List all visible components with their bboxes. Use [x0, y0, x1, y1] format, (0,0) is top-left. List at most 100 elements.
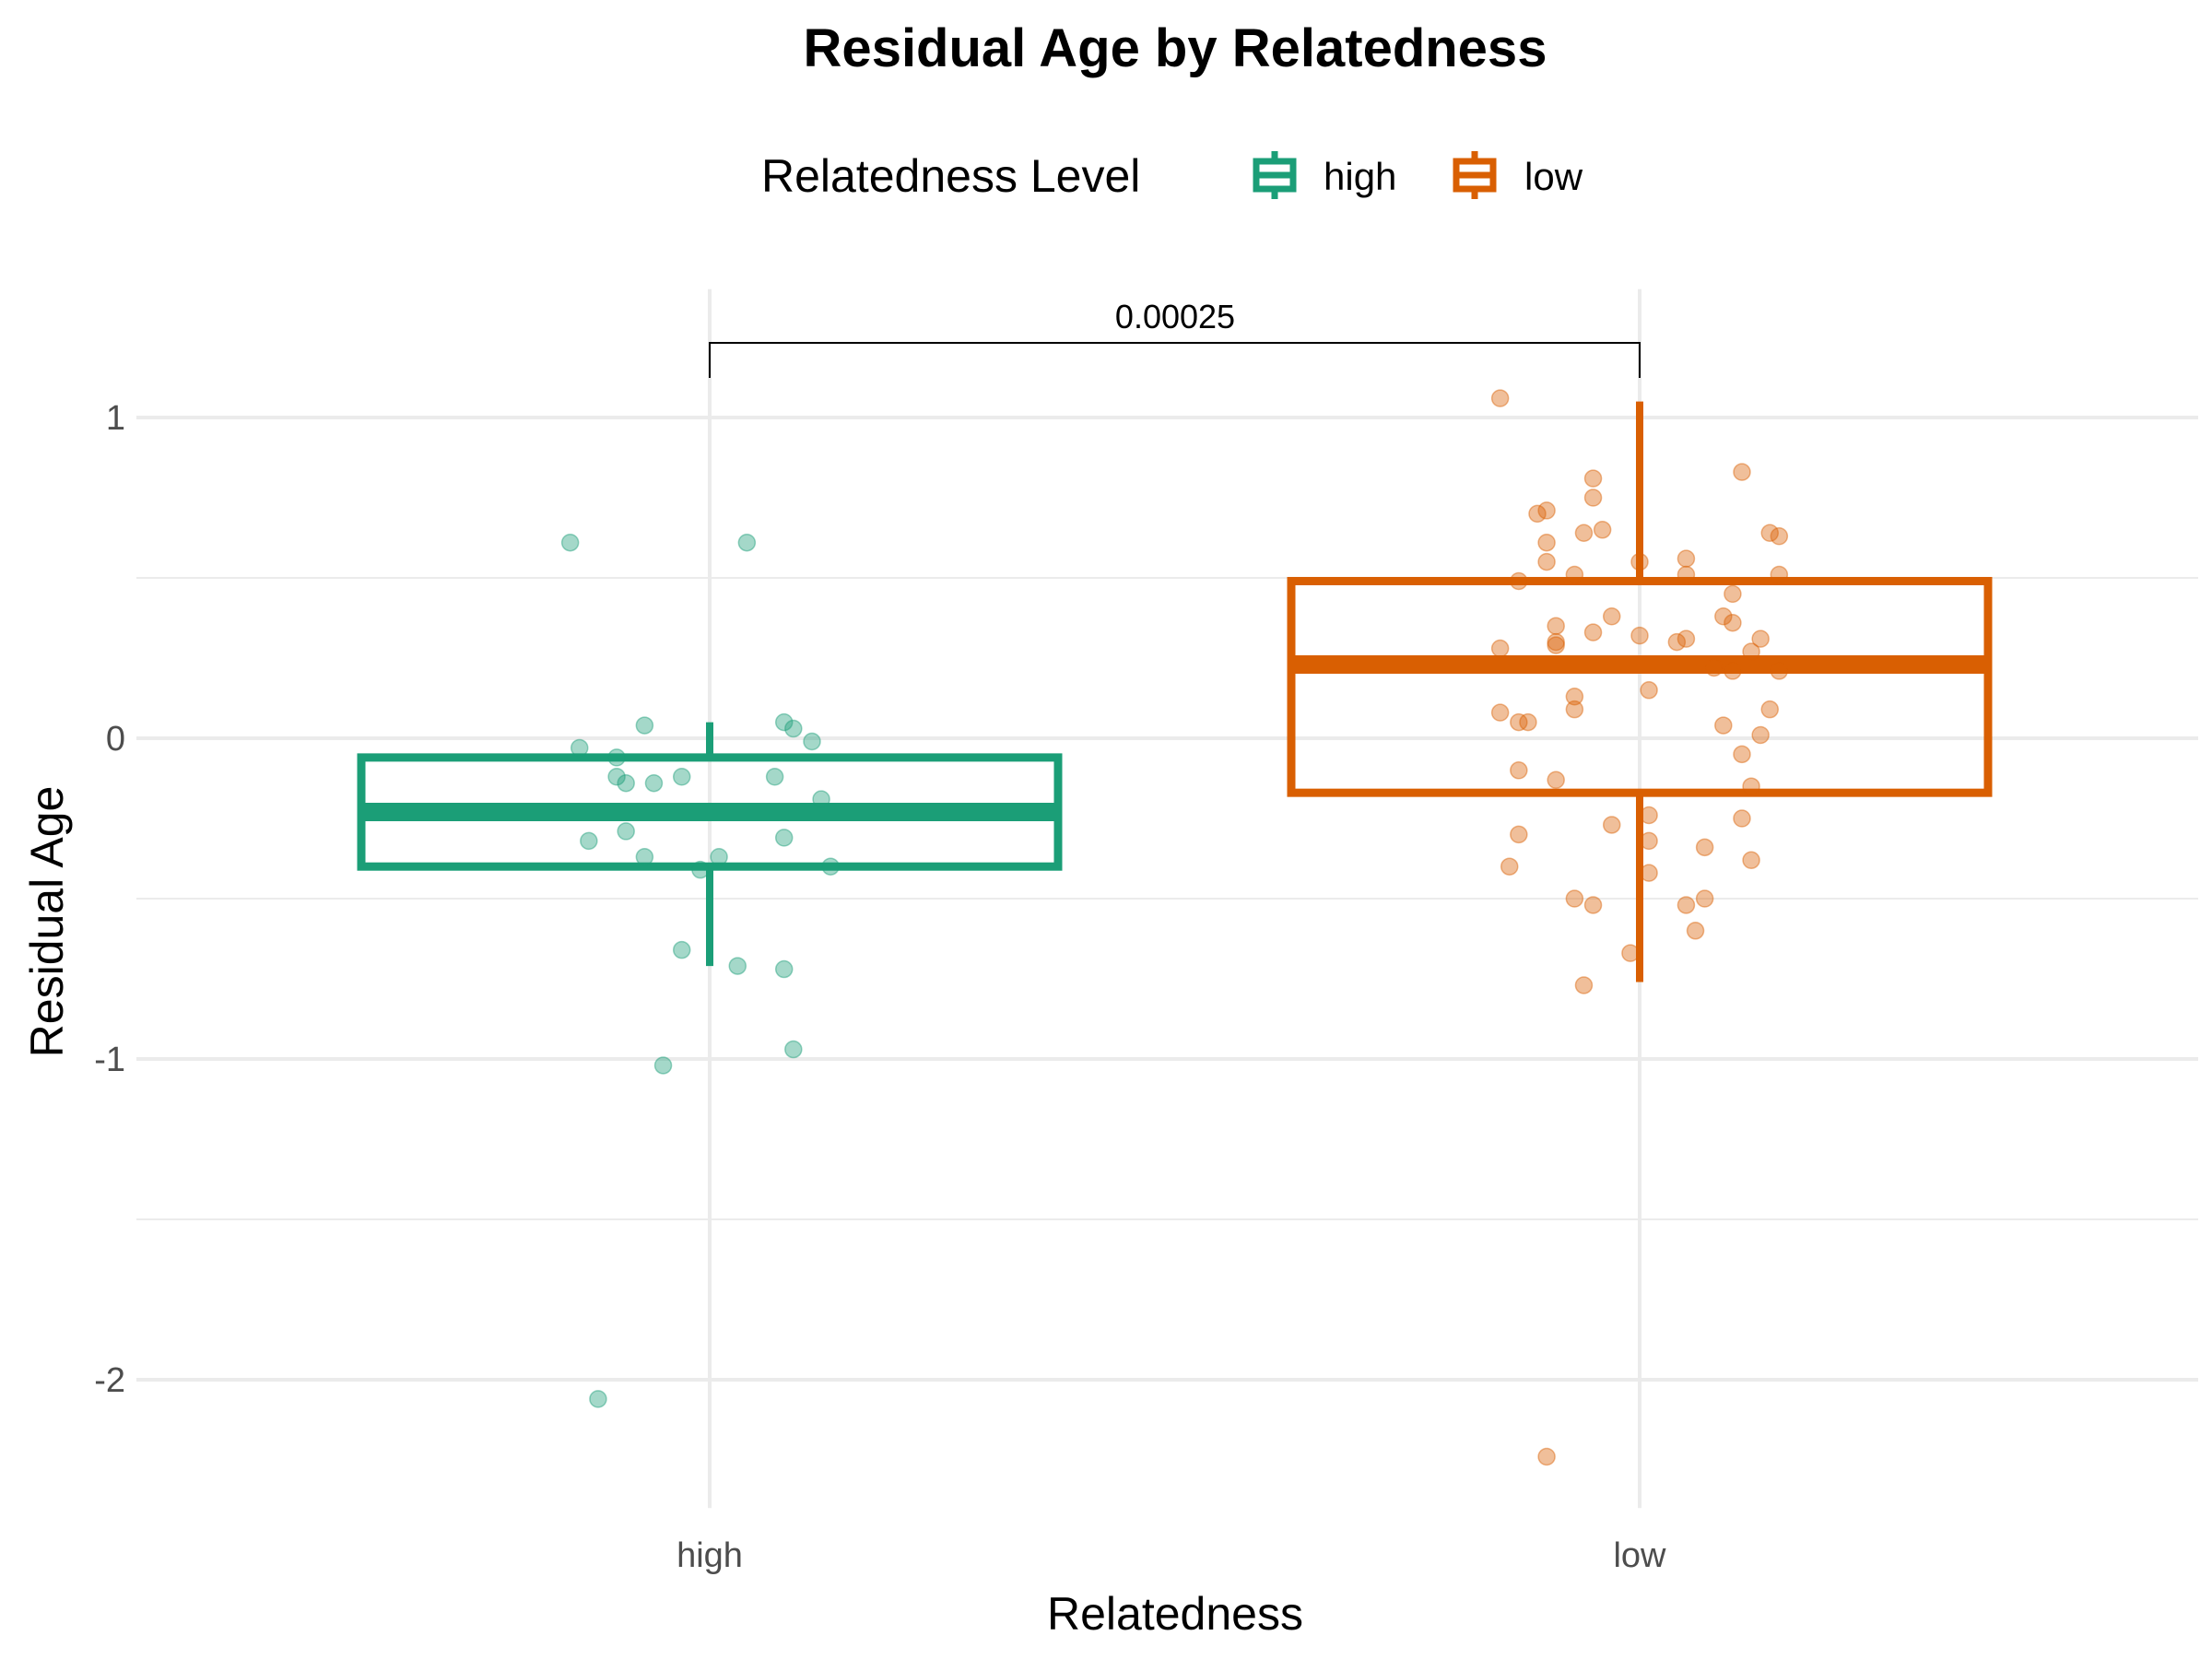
data-point [1510, 712, 1528, 732]
data-point [1602, 816, 1621, 834]
data-point [1704, 658, 1724, 677]
data-point [1593, 521, 1612, 539]
x-tick-label-low: low [1613, 1536, 1666, 1575]
points-high [560, 533, 840, 1408]
data-point [589, 1390, 607, 1408]
x-axis-title: Relatedness [1047, 1588, 1303, 1640]
box-low [1287, 401, 1993, 982]
legend-title: Relatedness Level [761, 150, 1140, 202]
data-point [1677, 629, 1696, 648]
significance-bracket [709, 342, 1641, 378]
data-point [653, 1056, 673, 1075]
data-point [560, 533, 580, 552]
data-point [1751, 629, 1770, 648]
data-point [635, 848, 654, 866]
legend-key-low [1453, 151, 1497, 199]
data-point [1537, 552, 1556, 571]
data-point [1630, 626, 1649, 645]
data-point [607, 768, 626, 786]
data-point [728, 957, 747, 975]
data-point [1714, 716, 1733, 735]
data-point [737, 533, 757, 552]
data-point [774, 712, 794, 732]
data-point [1621, 944, 1640, 962]
data-point [784, 1040, 803, 1059]
data-point [812, 790, 830, 808]
points-low [1490, 389, 1789, 1466]
data-point [580, 831, 598, 851]
data-point [1640, 681, 1658, 700]
data-point [1519, 712, 1537, 732]
data-point [1677, 896, 1696, 914]
data-point [1640, 831, 1658, 851]
data-point [1490, 639, 1510, 658]
data-point [1490, 389, 1510, 407]
data-point [1770, 662, 1789, 680]
data-point [1760, 524, 1780, 543]
bracket-line [709, 342, 1641, 378]
legend-label-low: low [1524, 155, 1583, 198]
y-axis-title: Residual Age [21, 786, 73, 1058]
data-point [617, 822, 635, 841]
data-point [803, 732, 821, 751]
data-point [570, 738, 589, 758]
data-point [672, 768, 691, 786]
data-point [1760, 700, 1780, 719]
data-point [691, 860, 710, 879]
box-rect [1287, 576, 1993, 797]
data-point [1751, 725, 1770, 745]
data-point [1565, 700, 1584, 719]
data-point [1565, 889, 1584, 908]
data-point [635, 716, 654, 735]
data-point [1770, 527, 1789, 546]
data-point [1565, 565, 1584, 584]
legend-label-high: high [1324, 155, 1396, 198]
data-point [774, 959, 794, 979]
chart-title: Residual Age by Relatedness [804, 18, 1547, 78]
data-point [1510, 761, 1528, 780]
y-tick-label: 1 [106, 399, 125, 438]
data-point [710, 848, 728, 866]
data-point [1574, 976, 1594, 994]
data-point [1547, 771, 1565, 789]
box-high [357, 722, 1063, 967]
data-point [1510, 571, 1528, 591]
data-point [1724, 613, 1742, 632]
data-point [1583, 896, 1603, 914]
x-tick-label-high: high [677, 1536, 743, 1575]
data-point [1695, 889, 1714, 908]
data-point [1742, 642, 1760, 661]
y-tick-label: -1 [94, 1041, 125, 1079]
data-point [1583, 469, 1603, 488]
data-point [1733, 463, 1751, 481]
points [560, 389, 1789, 1466]
boxes [357, 401, 1993, 982]
data-point [1565, 688, 1584, 706]
data-point [1583, 623, 1603, 641]
data-point [1677, 549, 1696, 568]
data-point [1667, 632, 1687, 652]
data-point [672, 940, 691, 959]
p-value-label: 0.00025 [1115, 298, 1235, 335]
data-point [607, 748, 626, 767]
data-point [774, 829, 794, 847]
data-point [1547, 636, 1565, 654]
data-point [1528, 504, 1547, 524]
data-point [1733, 809, 1751, 828]
y-tick-label: -2 [94, 1361, 125, 1400]
y-tick-labels: -2 -1 0 1 [94, 399, 125, 1400]
data-point [765, 768, 784, 786]
data-point [1547, 617, 1565, 635]
data-point [617, 773, 635, 793]
data-point [1510, 825, 1528, 844]
data-point [1537, 501, 1556, 520]
data-point [1583, 488, 1603, 507]
data-point [1490, 703, 1510, 722]
data-point [1742, 851, 1760, 869]
data-point [1724, 584, 1742, 604]
data-point [1547, 632, 1565, 652]
data-point [1630, 552, 1649, 571]
data-point [1537, 1447, 1556, 1466]
data-point [1724, 662, 1742, 680]
